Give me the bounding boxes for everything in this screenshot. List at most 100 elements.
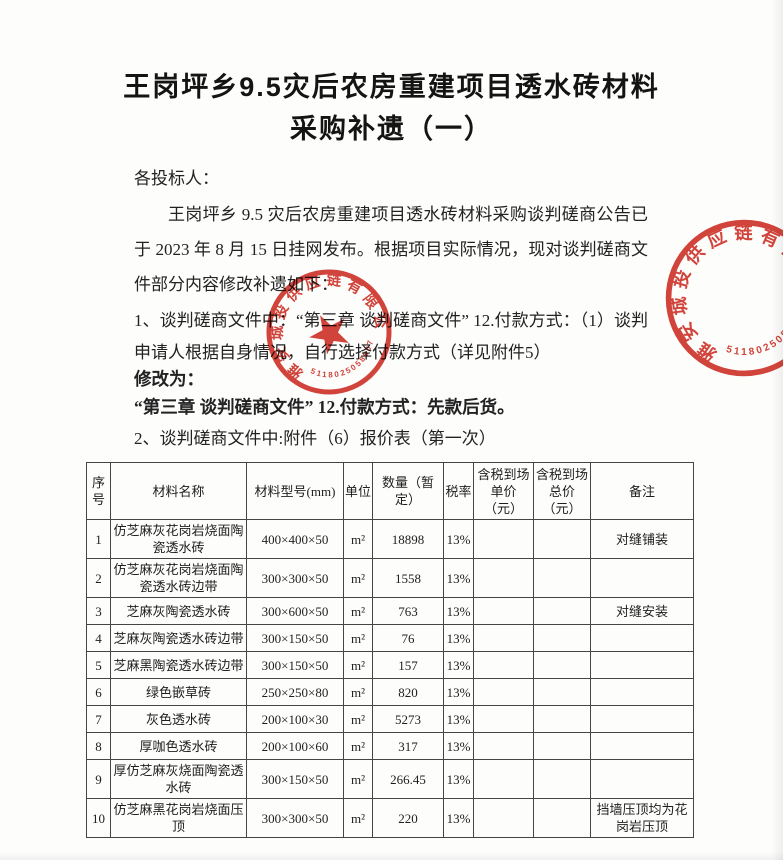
table-row: 4 芝麻灰陶瓷透水砖边带 300×150×50 m² 76 13% xyxy=(86,624,694,652)
table-cell-qty: 220 xyxy=(372,798,444,838)
table-cell-unit: m² xyxy=(343,651,373,679)
table-cell-note xyxy=(590,705,694,733)
svg-text:5118025058907: 5118025058907 xyxy=(721,296,783,375)
table-cell-qty: 157 xyxy=(372,651,444,679)
table-cell-note: 对缝安装 xyxy=(590,597,694,625)
table-cell-note: 挡墙压顶均为花岗岩压顶 xyxy=(590,798,694,838)
table-cell-tax: 13% xyxy=(443,597,474,625)
table-cell-note xyxy=(590,732,694,760)
table-cell-unit: m² xyxy=(343,705,373,733)
table-row: 9 厚仿芝麻灰烧面陶瓷透水砖 300×150×50 m² 266.45 13% xyxy=(86,759,694,799)
table-cell-name: 绿色嵌草砖 xyxy=(110,678,247,706)
table-header-row: 序号 材料名称 材料型号(mm) 单位 数量（暂定） 税率 含税到场单价（元） 含税到场总价（… xyxy=(86,462,694,520)
table-cell-tax: 13% xyxy=(443,705,474,733)
table-cell-unit_price xyxy=(473,678,534,706)
table-cell-no: 9 xyxy=(86,759,111,799)
table-cell-unit_price xyxy=(473,519,534,559)
table-header-cell-unit_price: 含税到场单价（元） xyxy=(473,462,534,520)
table-cell-name: 厚仿芝麻灰烧面陶瓷透水砖 xyxy=(110,759,247,799)
table-header-cell-name: 材料名称 xyxy=(110,462,247,520)
table-cell-no: 4 xyxy=(86,624,111,652)
table-cell-unit_price xyxy=(473,798,534,838)
table-cell-total_price xyxy=(533,519,591,559)
table-cell-model: 300×300×50 xyxy=(246,558,344,598)
table-header-cell-no: 序号 xyxy=(86,462,111,520)
table-cell-model: 300×150×50 xyxy=(246,759,344,799)
table-cell-name: 仿芝麻灰花岗岩烧面陶瓷透水砖边带 xyxy=(110,558,247,598)
materials-price-table: 序号 材料名称 材料型号(mm) 单位 数量（暂定） 税率 含税到场单价（元） 含税到场总价（… xyxy=(86,462,694,838)
table-cell-name: 芝麻灰陶瓷透水砖边带 xyxy=(110,624,247,652)
table-cell-note xyxy=(590,624,694,652)
table-cell-model: 250×250×80 xyxy=(246,678,344,706)
table-header-cell-unit: 单位 xyxy=(343,462,373,520)
table-cell-model: 200×100×30 xyxy=(246,705,344,733)
table-cell-total_price xyxy=(533,732,591,760)
table-cell-tax: 13% xyxy=(443,798,474,838)
table-cell-no: 5 xyxy=(86,651,111,679)
page-title: 王岗坪乡9.5灾后农房重建项目透水砖材料 采购补遗（一） xyxy=(0,66,783,150)
table-cell-no: 2 xyxy=(86,558,111,598)
modify-label: 修改为： xyxy=(134,369,204,389)
table-cell-tax: 13% xyxy=(443,519,474,559)
table-header-cell-tax: 税率 xyxy=(443,462,474,520)
table-cell-unit: m² xyxy=(343,678,373,706)
table-row: 2 仿芝麻灰花岗岩烧面陶瓷透水砖边带 300×300×50 m² 1558 13% xyxy=(86,558,694,598)
partial-seal-ring xyxy=(665,219,783,377)
table-row: 1 仿芝麻灰花岗岩烧面陶瓷透水砖 400×400×50 m² 18898 13% 对缝铺装 xyxy=(86,519,694,559)
table-cell-note xyxy=(590,759,694,799)
table-cell-tax: 13% xyxy=(443,558,474,598)
table-cell-name: 灰色透水砖 xyxy=(110,705,247,733)
table-cell-total_price xyxy=(533,624,591,652)
table-cell-name: 厚咖色透水砖 xyxy=(110,732,247,760)
table-cell-qty: 1558 xyxy=(372,558,444,598)
table-cell-note xyxy=(590,651,694,679)
table-header-cell-note: 备注 xyxy=(590,462,694,520)
table-cell-tax: 13% xyxy=(443,651,474,679)
table-cell-no: 10 xyxy=(86,798,111,838)
table-row: 8 厚咖色透水砖 200×100×60 m² 317 13% xyxy=(86,732,694,760)
table-cell-unit_price xyxy=(473,732,534,760)
table-cell-unit: m² xyxy=(343,798,373,838)
table-cell-model: 300×150×50 xyxy=(246,651,344,679)
table-cell-note xyxy=(590,558,694,598)
page-title-line-2: 采购补遗（一） xyxy=(290,114,493,145)
table-cell-unit_price xyxy=(473,624,534,652)
table-cell-qty: 763 xyxy=(372,597,444,625)
table-cell-no: 8 xyxy=(86,732,111,760)
table-cell-total_price xyxy=(533,678,591,706)
table-cell-model: 300×600×50 xyxy=(246,597,344,625)
table-cell-note: 对缝铺装 xyxy=(590,519,694,559)
table-cell-tax: 13% xyxy=(443,759,474,799)
table-row: 6 绿色嵌草砖 250×250×80 m² 820 13% xyxy=(86,678,694,706)
table-header-cell-total_price: 含税到场总价（元） xyxy=(533,462,591,520)
table-cell-model: 200×100×60 xyxy=(246,732,344,760)
table-cell-qty: 317 xyxy=(372,732,444,760)
clause-item-1: 1、谈判磋商文件中：“第三章 谈判磋商文件” 12.付款方式：（1）谈判申请人根… xyxy=(134,311,648,362)
table-row: 5 芝麻黑陶瓷透水砖边带 300×150×50 m² 157 13% xyxy=(86,651,694,679)
table-cell-model: 400×400×50 xyxy=(246,519,344,559)
table-header-cell-qty: 数量（暂定） xyxy=(372,462,444,520)
table-cell-unit_price xyxy=(473,705,534,733)
table-cell-unit_price xyxy=(473,759,534,799)
clause-item-2: 2、谈判磋商文件中:附件（6）报价表（第一次） xyxy=(134,429,496,448)
table-row: 10 仿芝麻黑花岗岩烧面压顶 300×300×50 m² 220 13% 挡墙压顶均为花岗岩… xyxy=(86,798,694,838)
table-cell-unit: m² xyxy=(343,558,373,598)
table-cell-name: 仿芝麻黑花岗岩烧面压顶 xyxy=(110,798,247,838)
table-cell-tax: 13% xyxy=(443,678,474,706)
table-cell-unit: m² xyxy=(343,624,373,652)
table-cell-unit: m² xyxy=(343,732,373,760)
table-cell-no: 7 xyxy=(86,705,111,733)
table-header-cell-model: 材料型号(mm) xyxy=(246,462,344,520)
page-title-line-1: 王岗坪乡9.5灾后农房重建项目透水砖材料 xyxy=(123,72,660,103)
table-cell-total_price xyxy=(533,798,591,838)
table-cell-model: 300×300×50 xyxy=(246,798,344,838)
table-cell-model: 300×150×50 xyxy=(246,624,344,652)
table-cell-tax: 13% xyxy=(443,732,474,760)
table-cell-total_price xyxy=(533,651,591,679)
salutation: 各投标人： xyxy=(134,169,219,188)
table-cell-unit_price xyxy=(473,558,534,598)
table-row: 7 灰色透水砖 200×100×30 m² 5273 13% xyxy=(86,705,694,733)
table-cell-note xyxy=(590,678,694,706)
table-cell-total_price xyxy=(533,558,591,598)
